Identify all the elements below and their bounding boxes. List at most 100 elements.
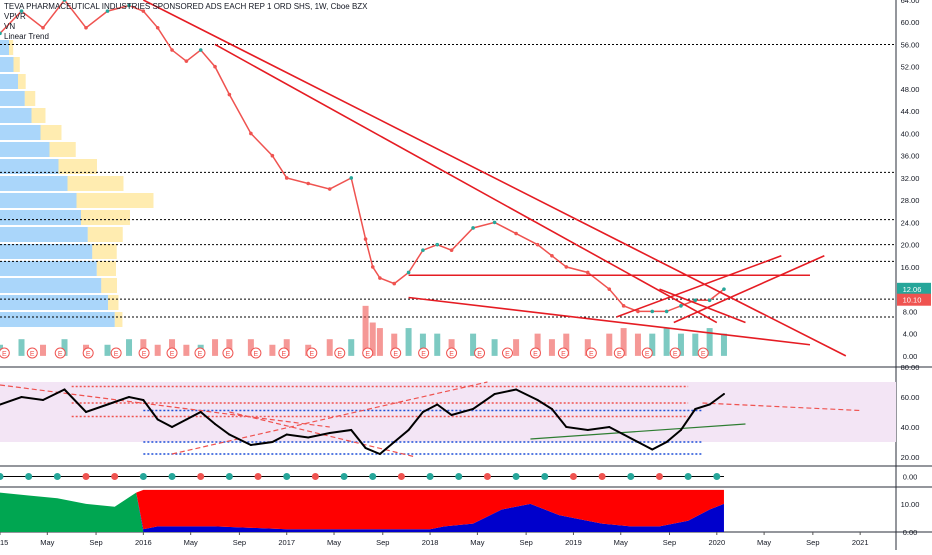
earnings-marker-label: E (198, 351, 203, 358)
price-axis-tick-label: 0.00 (903, 352, 918, 361)
earnings-marker-label: E (505, 351, 510, 358)
price-point (564, 265, 568, 269)
vpvr-bar (0, 210, 81, 225)
rsi-point (565, 426, 567, 428)
indicator-vn[interactable]: VN (4, 22, 368, 32)
price-point (471, 226, 475, 230)
price-point (450, 248, 454, 252)
price-axis-tick-label: 48.00 (901, 85, 920, 94)
earnings-marker-label: E (309, 351, 314, 358)
chart-title: TEVA PHARMACEUTICAL INDUSTRIES SPONSORED… (4, 2, 368, 12)
indicator-vpvr[interactable]: VPVR (4, 12, 368, 22)
rsi-point (286, 434, 288, 436)
vpvr-bar (0, 261, 97, 276)
vpvr-bar (0, 244, 92, 259)
volume-bar (40, 345, 46, 356)
price-axis-tick-label: 16.00 (901, 263, 920, 272)
rsi-axis-tick-label: 40.00 (901, 423, 920, 432)
price-point (514, 232, 518, 236)
trendline (215, 44, 717, 322)
vpvr-bar (0, 193, 77, 208)
price-point (607, 287, 611, 291)
earnings-marker-label: E (365, 351, 370, 358)
vpvr-bar (0, 57, 14, 72)
x-axis-tick-label: 2019 (565, 538, 582, 547)
rsi-point (228, 434, 230, 436)
trendline (674, 256, 825, 323)
signal-point (312, 473, 319, 480)
vpvr-bar (14, 57, 20, 72)
x-axis-tick-label: May (40, 538, 54, 547)
price-point (271, 154, 275, 158)
price-point (421, 248, 425, 252)
area-axis-tick-label: 10.00 (901, 500, 920, 509)
signal-point (25, 473, 32, 480)
rsi-point (21, 396, 23, 398)
volume-bar (377, 328, 383, 356)
volume-bar (155, 345, 161, 356)
earnings-marker-label: E (533, 351, 538, 358)
price-axis-tick-label: 56.00 (901, 40, 920, 49)
x-axis-tick-label: Sep (519, 538, 532, 547)
earnings-marker-label: E (645, 351, 650, 358)
x-axis-tick-label: Sep (806, 538, 819, 547)
vpvr-bar (9, 40, 13, 55)
rsi-point (393, 441, 395, 443)
rsi-point (608, 426, 610, 428)
rsi-point (537, 399, 539, 401)
rsi-point (271, 441, 273, 443)
price-point (407, 271, 411, 275)
volume-bar (348, 339, 354, 356)
price-point (493, 221, 497, 225)
price-point (435, 243, 439, 247)
rsi-point (436, 404, 438, 406)
price-point (650, 310, 654, 314)
volume-bar (212, 339, 218, 356)
x-axis-tick-label: May (614, 538, 628, 547)
vpvr-bar (0, 125, 41, 140)
x-axis-tick-label: May (757, 538, 771, 547)
price-axis-tick-label: 36.00 (901, 152, 920, 161)
price-axis-tick-label: 40.00 (901, 129, 920, 138)
vpvr-bar (92, 244, 117, 259)
rsi-point (350, 429, 352, 431)
signal-point (197, 473, 204, 480)
signal-point (713, 473, 720, 480)
indicator-linear-trend[interactable]: Linear Trend (4, 32, 368, 42)
price-axis-tick-label: 28.00 (901, 196, 920, 205)
vpvr-bar (25, 91, 36, 106)
vpvr-bar (0, 74, 18, 89)
earnings-marker-label: E (170, 351, 175, 358)
earnings-marker-label: E (114, 351, 119, 358)
earnings-marker-label: E (86, 351, 91, 358)
x-axis-tick-label: May (470, 538, 484, 547)
price-point (550, 254, 554, 258)
signal-point (283, 473, 290, 480)
price-point (392, 282, 396, 286)
signal-point (226, 473, 233, 480)
volume-bar (635, 334, 641, 356)
rsi-axis-tick-label: 20.00 (901, 453, 920, 462)
price-point (693, 298, 697, 302)
volume-bar (105, 345, 111, 356)
x-axis-tick-label: 2016 (135, 538, 152, 547)
vpvr-bar (0, 159, 59, 174)
rsi-point (128, 396, 130, 398)
volume-bar (692, 334, 698, 356)
rsi-point (85, 411, 87, 413)
vpvr-bar (88, 227, 123, 242)
rsi-point (379, 453, 381, 455)
volume-bar (549, 339, 555, 356)
rsi-point (666, 441, 668, 443)
price-badge-label: 10.10 (903, 296, 922, 305)
rsi-point (42, 399, 44, 401)
vpvr-bar (97, 261, 116, 276)
x-axis-tick-label: 2020 (708, 538, 725, 547)
price-point (199, 48, 203, 52)
earnings-marker-label: E (449, 351, 454, 358)
price-point (306, 182, 310, 186)
signal-point (484, 473, 491, 480)
vpvr-bar (0, 91, 25, 106)
signal-point (0, 473, 4, 480)
earnings-marker-label: E (2, 351, 7, 358)
